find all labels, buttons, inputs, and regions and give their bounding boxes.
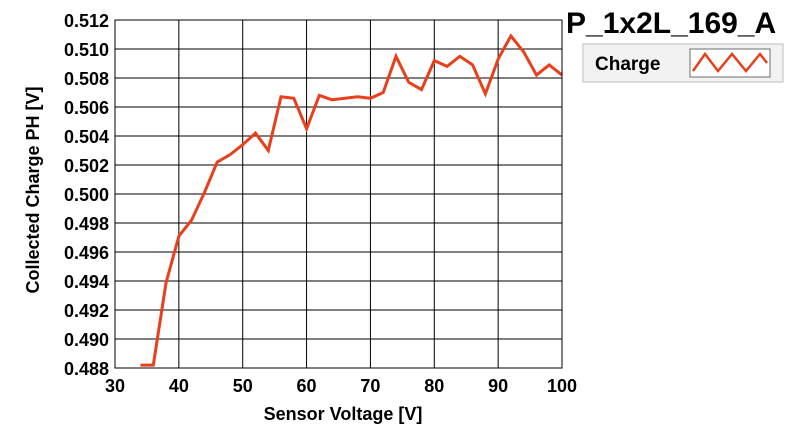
series-layer [140, 33, 563, 367]
y-axis-label: Collected Charge PH [V] [23, 86, 43, 293]
x-tick-label: 30 [105, 376, 125, 396]
y-tick-label: 0.496 [64, 243, 109, 263]
legend-swatch-box [689, 48, 771, 78]
y-tick-labels: 0.488 0.490 0.492 0.494 0.496 0.498 0.500 0.502… [64, 11, 109, 379]
legend-label: Charge [595, 54, 660, 75]
x-tick-label: 40 [169, 376, 189, 396]
series-line-charge [140, 33, 563, 367]
y-tick-label: 0.500 [64, 185, 109, 205]
legend-swatch-line [691, 51, 768, 74]
x-tick-label: 50 [233, 376, 253, 396]
x-axis-label: Sensor Voltage [V] [264, 404, 423, 424]
y-tick-label: 0.508 [64, 69, 109, 89]
y-tick-label: 0.504 [64, 127, 109, 147]
x-tick-labels: 30 40 50 60 70 80 90 100 [105, 376, 577, 396]
plot-frame [114, 19, 563, 369]
y-tick-label: 0.510 [64, 40, 109, 60]
y-tick-label: 0.506 [64, 98, 109, 118]
y-tick-label: 0.488 [64, 359, 109, 379]
y-tick-label: 0.502 [64, 156, 109, 176]
x-tick-label: 80 [424, 376, 444, 396]
y-tick-label: 0.494 [64, 272, 109, 292]
x-tick-label: 100 [547, 376, 577, 396]
x-tick-label: 90 [488, 376, 508, 396]
legend: Charge [582, 43, 784, 83]
y-tick-label: 0.492 [64, 301, 109, 321]
x-tick-label: 70 [360, 376, 380, 396]
y-tick-label: 0.512 [64, 11, 109, 31]
chart-title: P_1x2L_169_A [566, 7, 776, 40]
y-tick-label: 0.490 [64, 330, 109, 350]
x-tick-label: 60 [297, 376, 317, 396]
y-tick-label: 0.498 [64, 214, 109, 234]
